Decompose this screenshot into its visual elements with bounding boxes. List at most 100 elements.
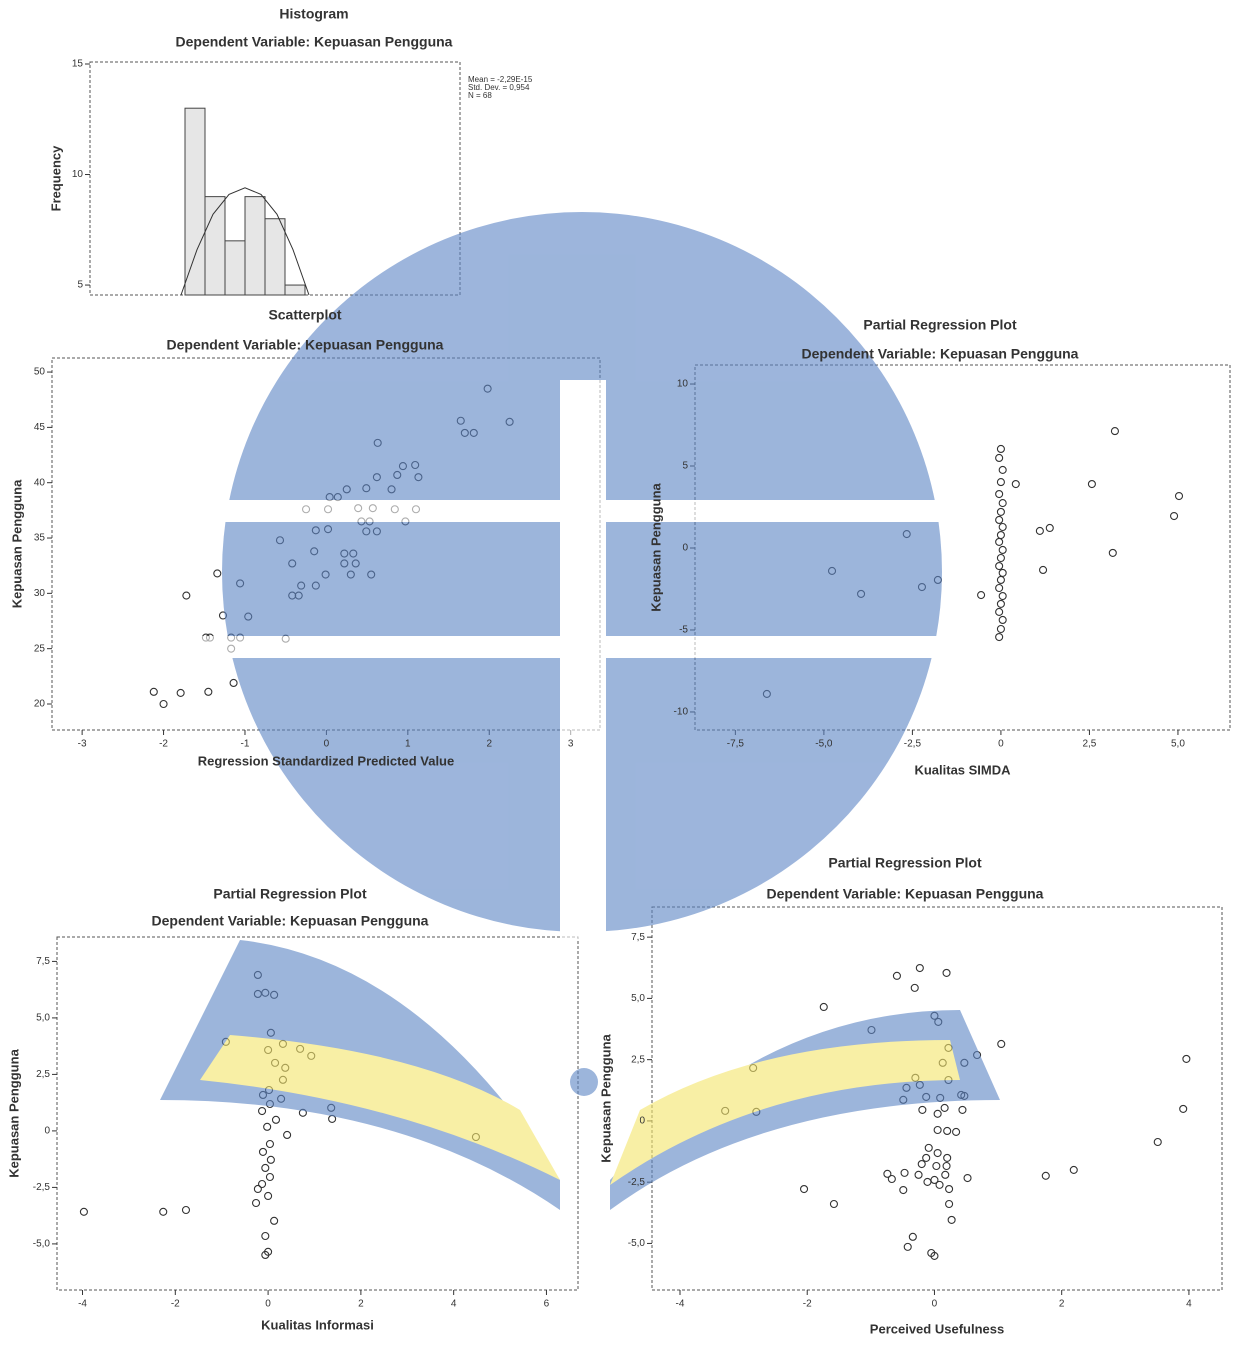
point [266,1141,273,1148]
point [997,576,1004,583]
y-tick-label: -5 [679,625,688,636]
y-tick-label: 2,5 [631,1054,645,1065]
point [262,1232,269,1239]
point [1046,524,1053,531]
point [964,1175,971,1182]
point [80,1208,87,1215]
point [923,1154,930,1161]
point [999,616,1006,623]
point [916,965,923,972]
point [996,538,1003,545]
x-tick-label: -4 [78,1299,87,1310]
bar [265,219,285,295]
point [888,1175,895,1182]
x-tick-label: 0 [998,739,1004,750]
y-tick-label: -5,0 [33,1239,51,1250]
point [271,1217,278,1224]
point [996,491,1003,498]
point [919,1106,926,1113]
y-tick-label: 7,5 [631,932,645,943]
bar [285,285,305,295]
point [909,1233,916,1240]
x-tick-label: -2 [159,739,168,750]
point [160,700,167,707]
point [801,1186,808,1193]
point [997,445,1004,452]
point [284,1131,291,1138]
point [1088,481,1095,488]
point [942,1171,949,1178]
chart-title: Partial Regression Plot [863,317,1017,333]
point [183,592,190,599]
y-tick-label: 5,0 [36,1013,50,1024]
chart-subtitle: Dependent Variable: Kepuasan Pengguna [152,913,429,929]
point [944,1154,951,1161]
x-axis-label: Kualitas SIMDA [914,762,1011,777]
point [265,1192,272,1199]
y-tick-label: 40 [34,477,46,488]
x-tick-label: 4 [451,1299,457,1310]
y-tick-label: 0 [682,543,688,554]
y-tick-label: -5,0 [628,1238,646,1249]
point [934,1110,941,1117]
x-tick-label: 3 [568,739,574,750]
point [259,1148,266,1155]
y-tick-label: 5 [77,280,83,291]
point [182,1206,189,1213]
bar [225,241,245,295]
point [933,1163,940,1170]
point [944,1127,951,1134]
stat-label: N = 68 [468,91,492,100]
point [998,1040,1005,1047]
x-tick-label: -3 [78,739,87,750]
point [943,1163,950,1170]
y-tick-label: 20 [34,699,46,710]
x-tick-label: -2,5 [904,739,922,750]
point [1154,1138,1161,1145]
y-tick-label: 2,5 [36,1069,50,1080]
x-tick-label: 0 [324,739,330,750]
point [1111,428,1118,435]
chart-title: Scatterplot [268,307,341,323]
point [1180,1105,1187,1112]
y-tick-label: 5,0 [631,993,645,1004]
point [997,479,1004,486]
point [999,466,1006,473]
point [943,969,950,976]
y-axis-label: Kepuasan Pengguna [648,482,663,611]
point [996,563,1003,570]
y-tick-label: 0 [639,1116,645,1127]
y-tick-label: -2,5 [628,1177,646,1188]
point [1036,527,1043,534]
page: HistogramDependent Variable: Kepuasan Pe… [0,0,1249,1341]
x-tick-label: -4 [676,1299,685,1310]
x-axis-label: Perceived Usefulness [870,1321,1004,1336]
x-tick-label: 4 [1186,1299,1192,1310]
y-axis-label: Kepuasan Pengguna [9,479,24,608]
point [925,1144,932,1151]
point [1109,549,1116,556]
point [997,508,1004,515]
point [904,1243,911,1250]
y-tick-label: 25 [34,643,46,654]
x-axis-label: Kualitas Informasi [261,1317,374,1332]
point [1070,1166,1077,1173]
x-tick-label: 2 [486,739,492,750]
y-axis-label: Kepuasan Pengguna [6,1048,21,1177]
point [996,454,1003,461]
chart-subtitle: Dependent Variable: Kepuasan Pengguna [767,886,1044,902]
point [901,1169,908,1176]
point [262,1164,269,1171]
x-tick-label: 0 [265,1299,271,1310]
point [996,608,1003,615]
point [946,1186,953,1193]
point [999,569,1006,576]
point [999,593,1006,600]
x-axis-label: Regression Standardized Predicted Value [198,753,454,768]
x-tick-label: 5,0 [1171,739,1185,750]
point [830,1200,837,1207]
point [996,634,1003,641]
watermark-gap [560,380,606,940]
point [820,1003,827,1010]
x-tick-label: -7,5 [727,739,745,750]
